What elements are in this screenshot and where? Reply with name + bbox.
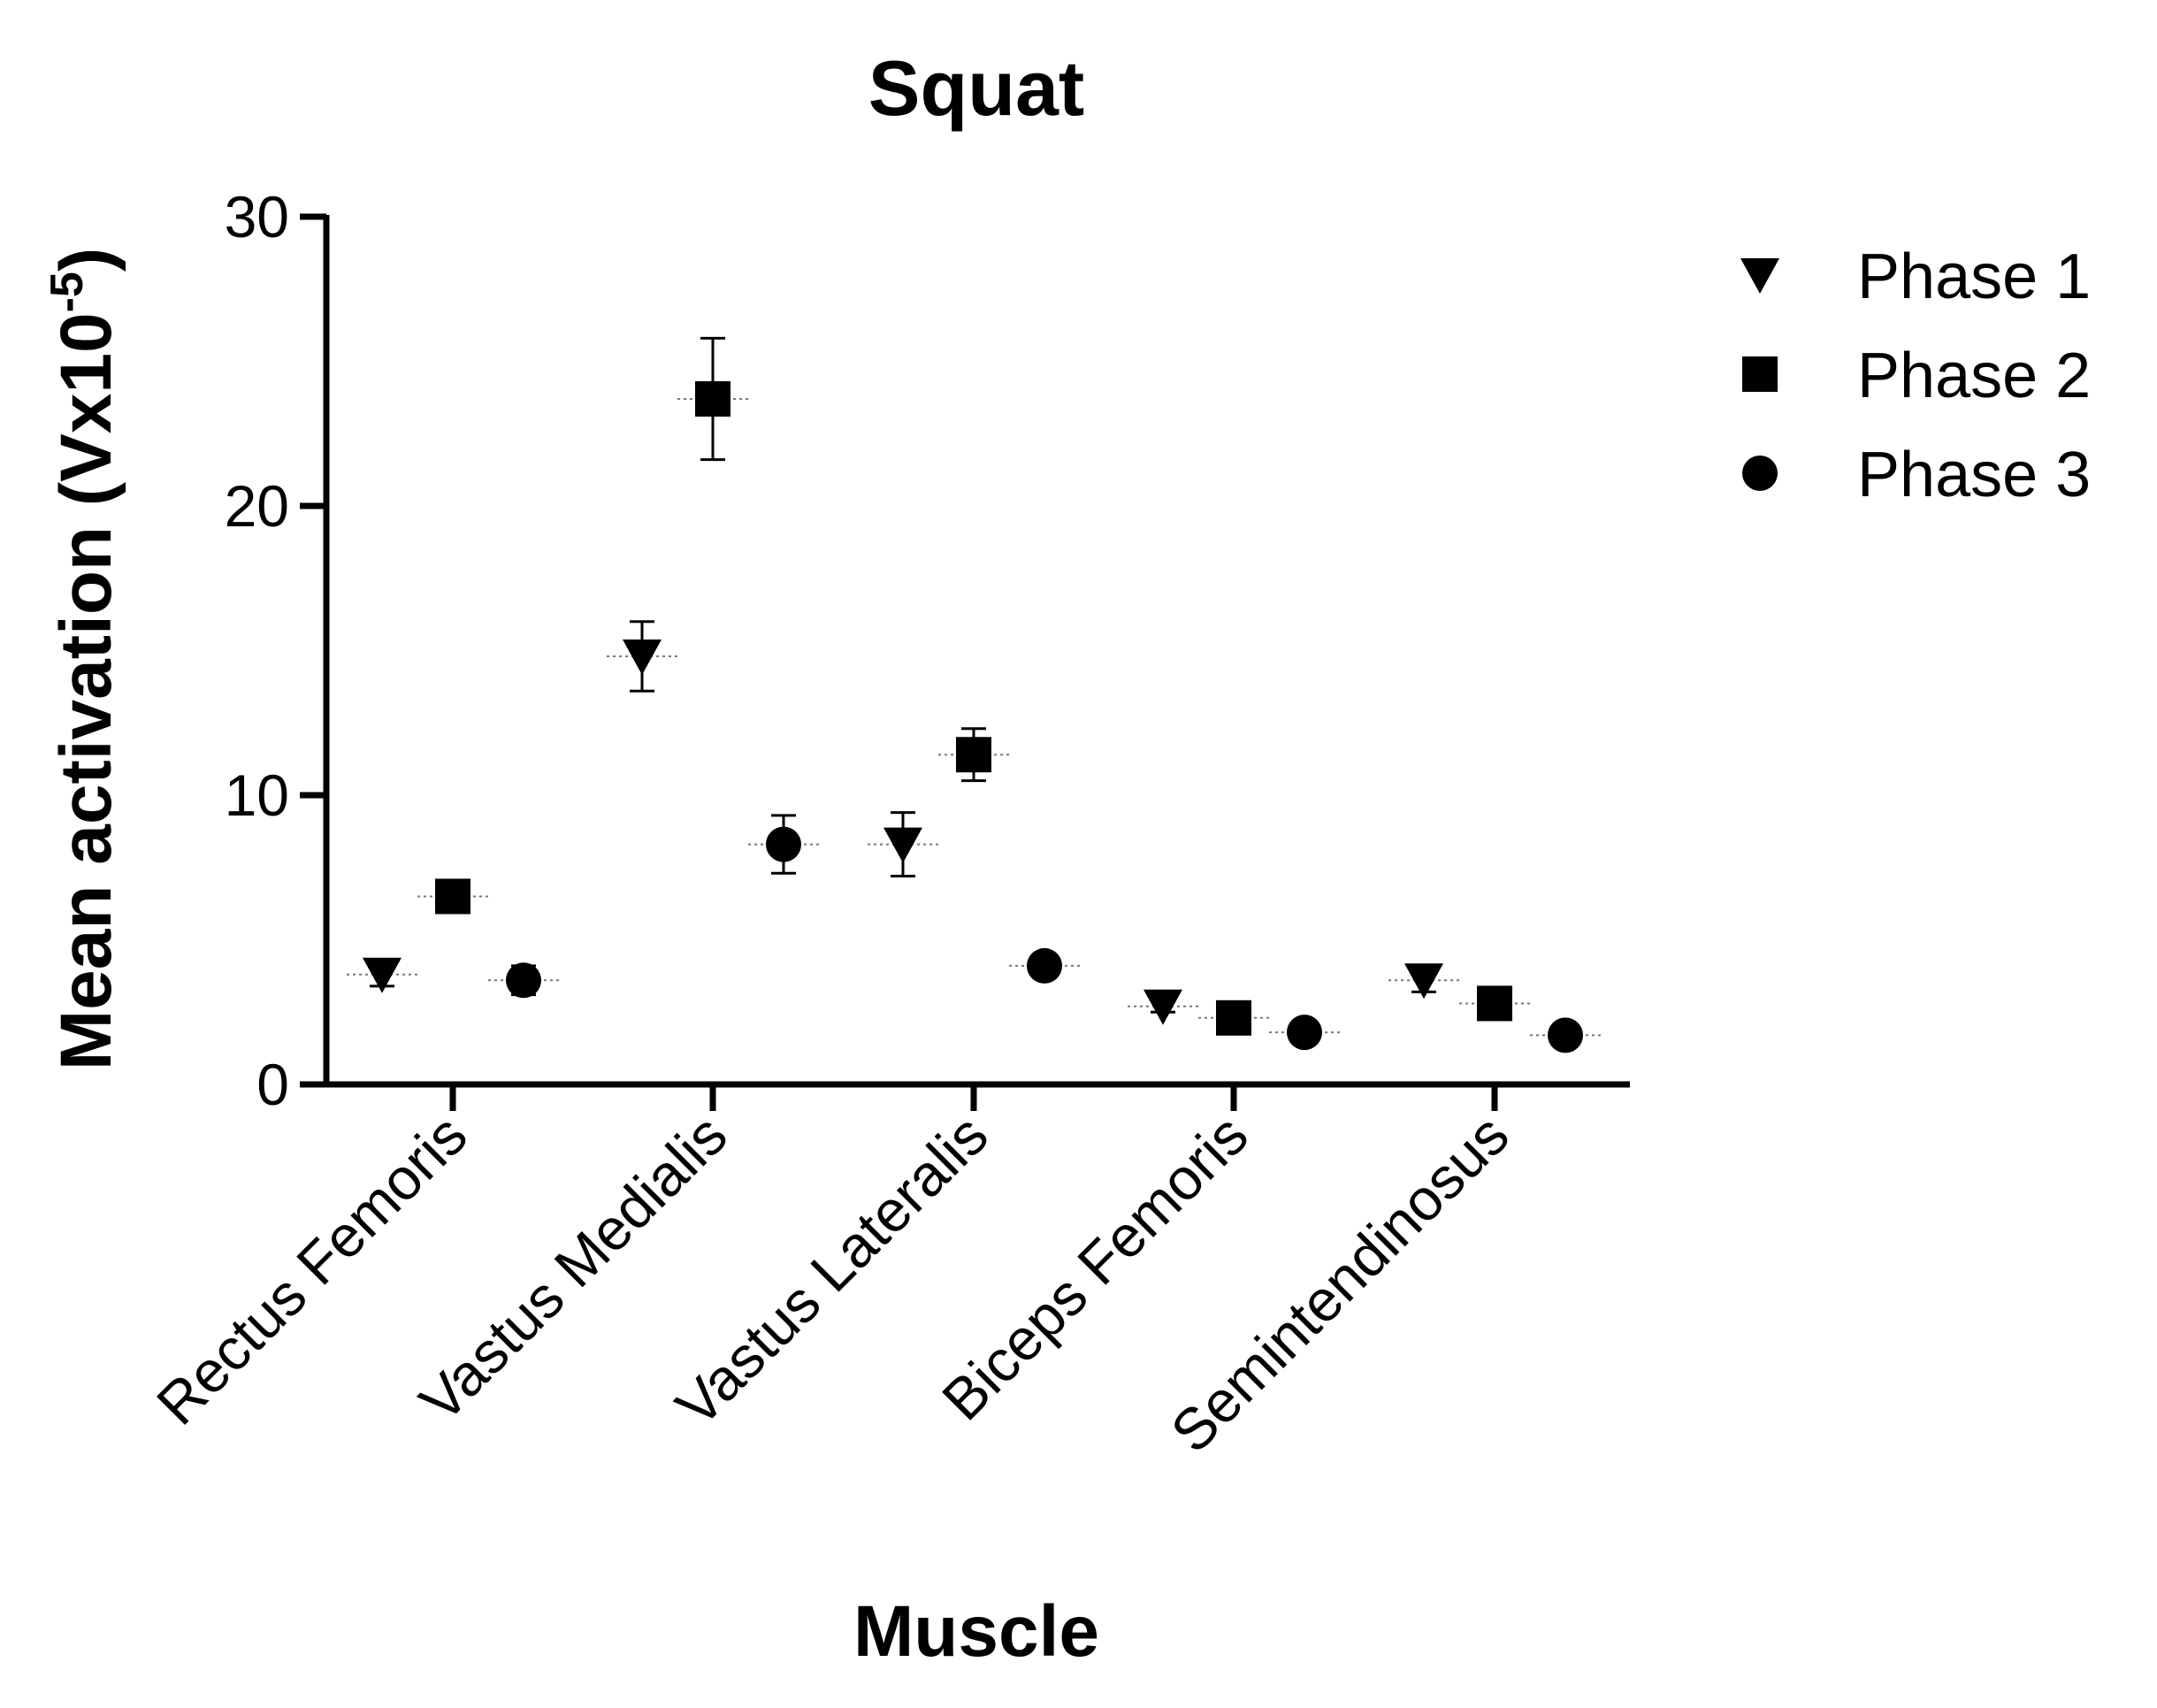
data-point xyxy=(1027,947,1062,984)
data-point xyxy=(1477,985,1512,1022)
data-point xyxy=(363,957,402,993)
data-point xyxy=(695,381,730,417)
data-point xyxy=(1144,989,1182,1025)
data-point xyxy=(956,737,991,773)
data-point xyxy=(623,640,662,676)
legend-marker xyxy=(1740,258,1779,294)
x-axis-title: Muscle xyxy=(853,1591,1099,1672)
y-tick-label: 30 xyxy=(225,184,289,249)
data-point xyxy=(1216,1000,1251,1036)
legend-marker xyxy=(1742,456,1778,491)
legend-item-phase-1: Phase 1 xyxy=(1740,241,2091,312)
legend-item-phase-3: Phase 3 xyxy=(1742,440,2091,510)
legend-label: Phase 3 xyxy=(1857,440,2091,510)
data-point xyxy=(1404,963,1443,1000)
y-tick-label: 20 xyxy=(225,473,289,539)
data-marks xyxy=(347,336,1601,1053)
legend-marker xyxy=(1742,356,1778,392)
chart-title: Squat xyxy=(868,44,1084,132)
data-point xyxy=(883,827,922,863)
y-ticks: 0 10 20 30 xyxy=(225,184,326,1117)
y-axis-title-end: ) xyxy=(46,248,126,272)
series-phase-3 xyxy=(488,814,1601,1053)
data-point xyxy=(435,878,470,915)
y-tick-label: 10 xyxy=(225,762,289,828)
series-phase-1 xyxy=(347,620,1459,1025)
data-point xyxy=(766,826,801,862)
data-point xyxy=(506,962,541,999)
series-phase-2 xyxy=(417,336,1530,1036)
legend-item-phase-2: Phase 2 xyxy=(1742,341,2091,411)
legend-label: Phase 2 xyxy=(1857,341,2091,411)
data-point xyxy=(1287,1015,1322,1051)
axes xyxy=(323,215,1630,1088)
y-axis-title: Mean activation (Vx10-5) xyxy=(42,248,126,1070)
legend-label: Phase 1 xyxy=(1857,241,2091,312)
y-axis-title-main: Mean activation (Vx10 xyxy=(46,312,126,1070)
data-point xyxy=(1548,1017,1583,1053)
y-axis-title-superscript: -5 xyxy=(42,272,93,312)
y-tick-label: 0 xyxy=(256,1052,289,1117)
legend: Phase 1 Phase 2 Phase 3 xyxy=(1740,241,2091,510)
